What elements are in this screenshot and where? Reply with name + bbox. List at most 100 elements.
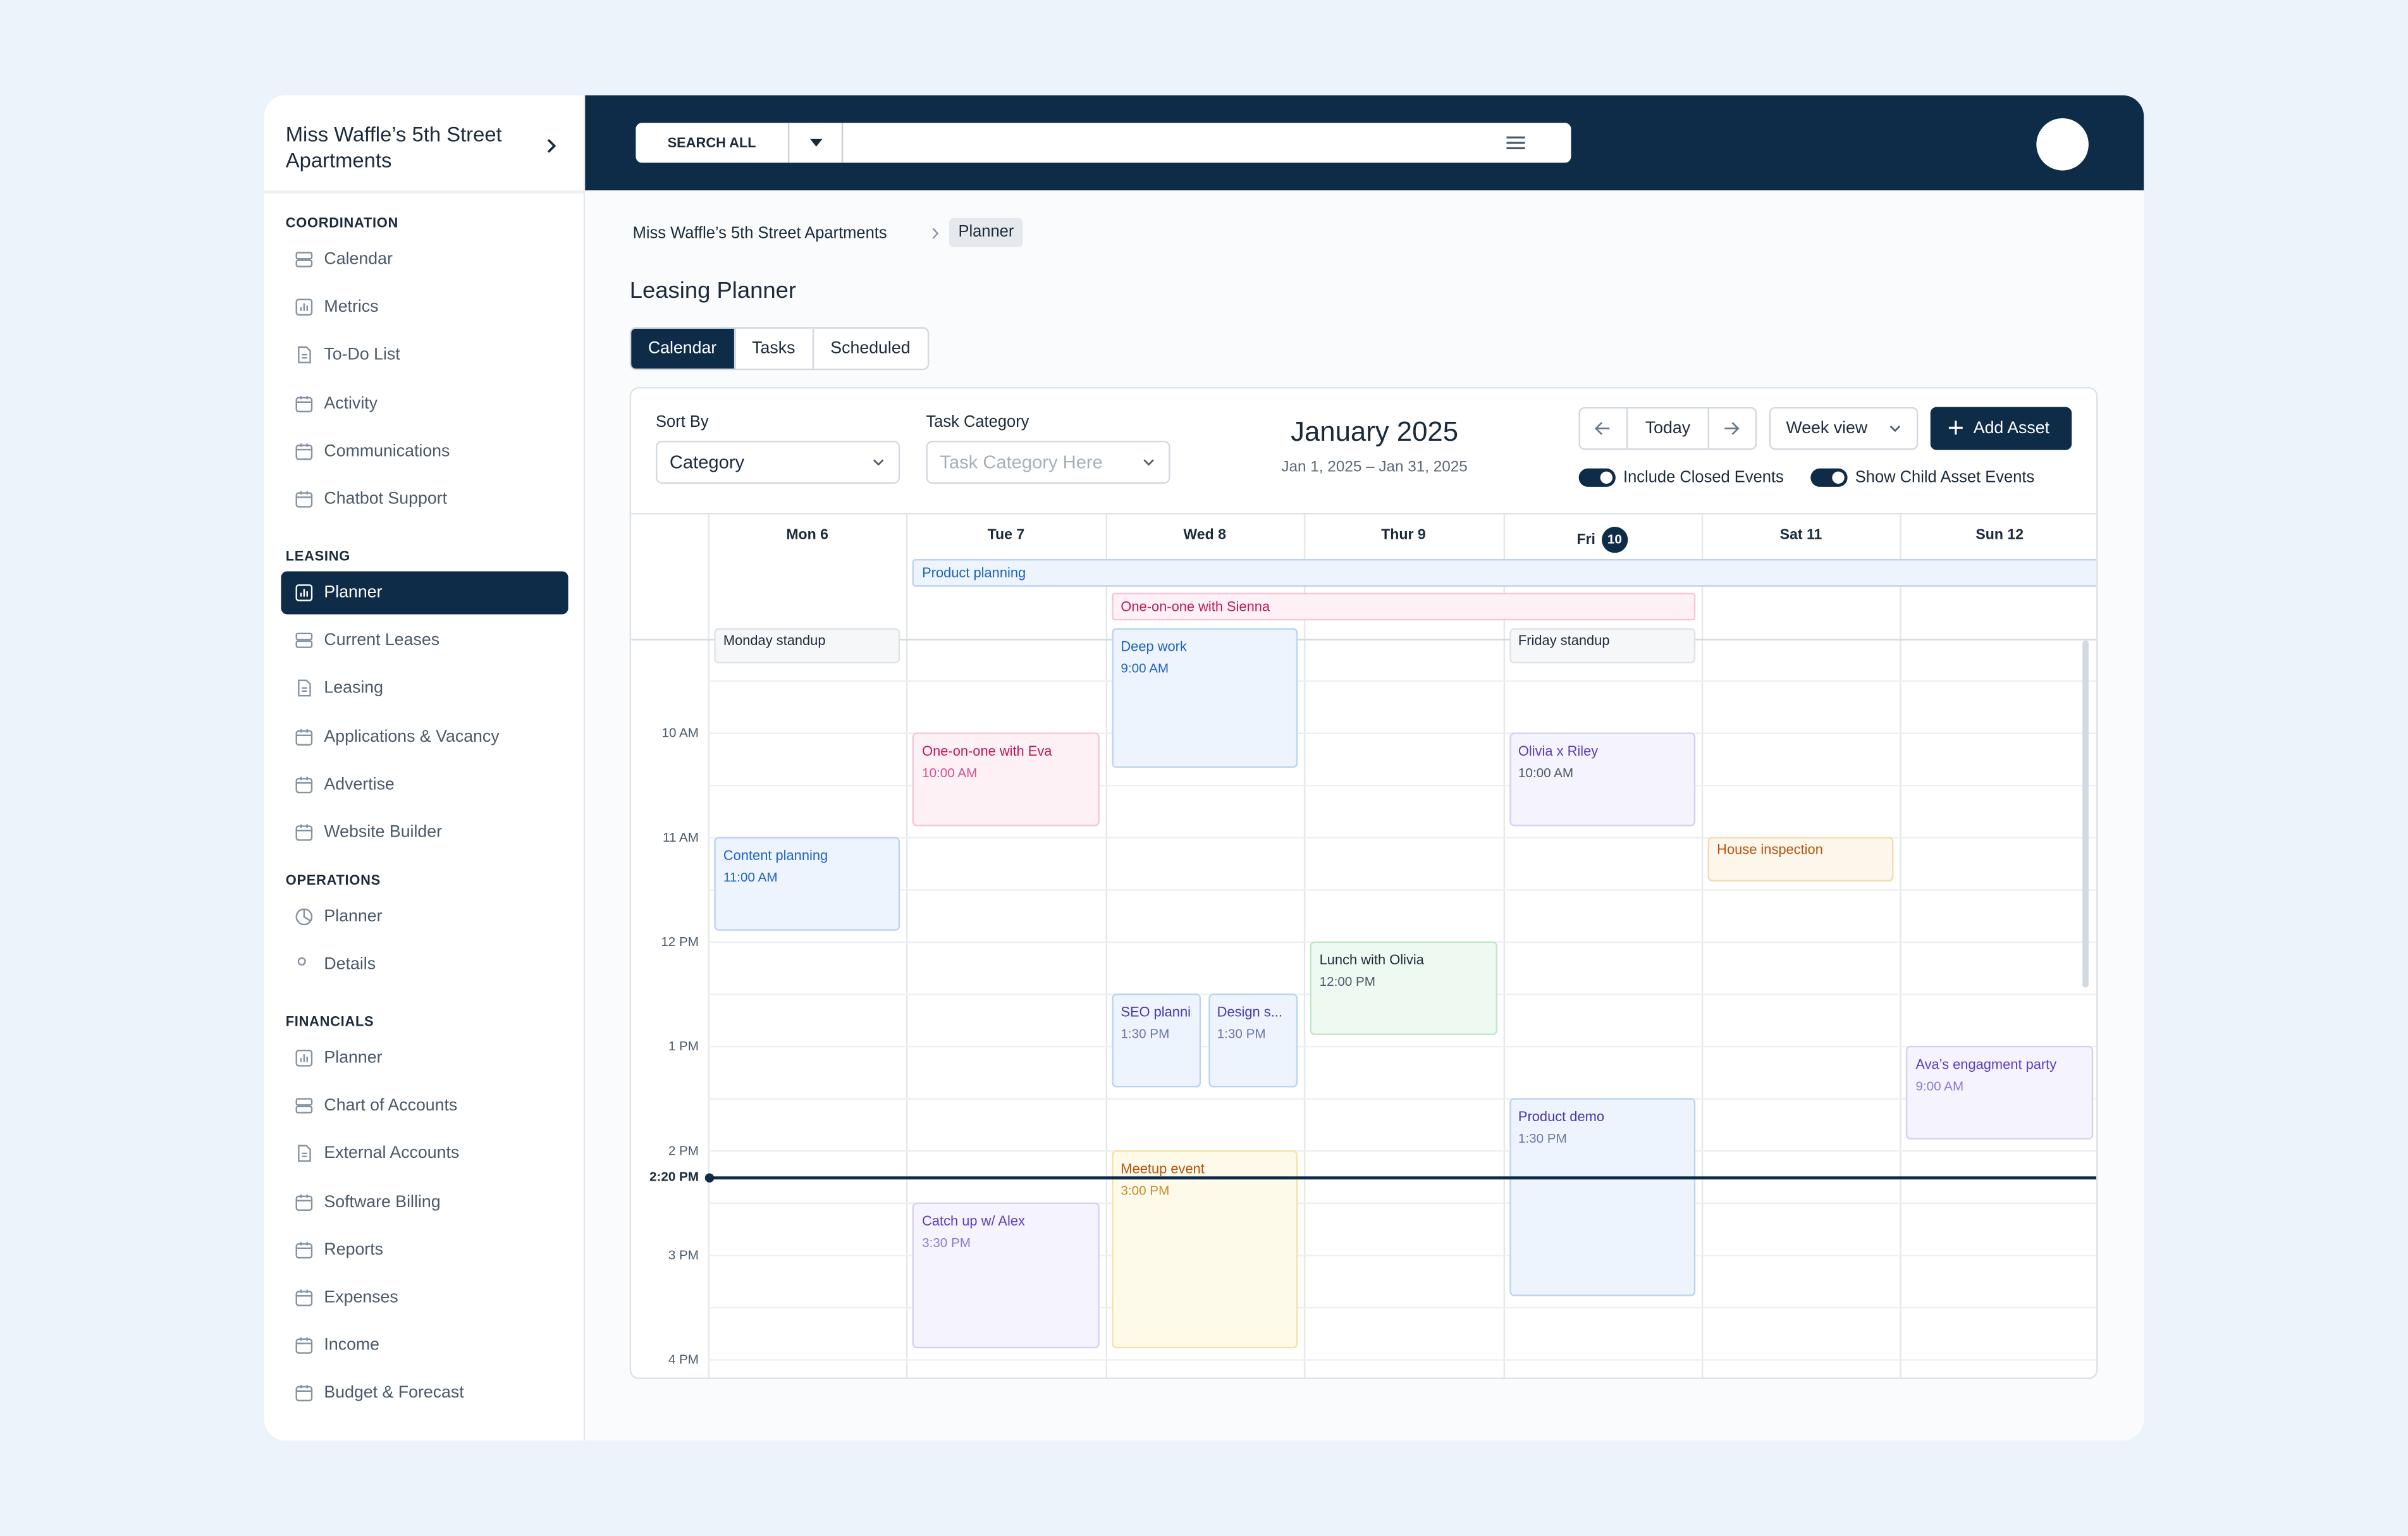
chevron-right-icon [932, 228, 939, 239]
show-child-label: Show Child Asset Events [1855, 468, 2035, 487]
day-number: 11 [1806, 527, 1822, 544]
hour-gridline [708, 837, 2097, 839]
day-header[interactable]: Wed 8 [1105, 527, 1304, 544]
sidebar-item-website-builder[interactable]: Website Builder [281, 811, 568, 854]
sidebar-item-activity[interactable]: Activity [281, 382, 568, 425]
sidebar-item-planner[interactable]: Planner [281, 571, 568, 615]
calendar-event[interactable]: Catch up w/ Alex 3:30 PM [912, 1203, 1100, 1349]
sidebar-item-label: Communications [324, 441, 450, 461]
day-header[interactable]: Tue 7 [907, 527, 1105, 544]
sidebar-item-reports[interactable]: Reports [281, 1228, 568, 1271]
sidebar-item-software-billing[interactable]: Software Billing [281, 1181, 568, 1224]
sidebar-item-metrics[interactable]: Metrics [281, 286, 568, 329]
sidebar-item-advertise[interactable]: Advertise [281, 763, 568, 806]
sidebar-item-details[interactable]: Details [281, 943, 568, 986]
day-name: Thur [1381, 527, 1414, 544]
sidebar-item-applications-vacancy[interactable]: Applications & Vacancy [281, 715, 568, 758]
day-name: Fri [1576, 531, 1595, 549]
calendar-event[interactable]: Ava’s engagment party 9:00 AM [1906, 1046, 2093, 1140]
task-category-label: Task Category [926, 413, 1029, 432]
tab-scheduled[interactable]: Scheduled [830, 339, 911, 358]
page-title: Leasing Planner [629, 278, 797, 304]
calendar-icon [295, 443, 313, 460]
calendar-event[interactable]: Content planning 11:00 AM [714, 837, 901, 931]
add-asset-button[interactable]: Add Asset [1930, 407, 2072, 450]
sidebar-item-label: External Accounts [324, 1145, 460, 1164]
sidebar-item-label: Reports [324, 1240, 384, 1259]
sidebar-item-to-do-list[interactable]: To-Do List [281, 334, 568, 377]
calendar-event[interactable]: One-on-one with Eva 10:00 AM [912, 732, 1100, 827]
avatar[interactable] [2036, 118, 2089, 171]
sidebar-item-calendar[interactable]: Calendar [281, 238, 568, 281]
hour-gridline [708, 785, 2097, 787]
calendar-event[interactable]: SEO planning 1:30 PM [1111, 993, 1202, 1088]
allday-event[interactable]: One-on-one with Sienna [1111, 593, 1696, 621]
sidebar-item-current-leases[interactable]: Current Leases [281, 619, 568, 662]
time-label: 2 PM [668, 1143, 699, 1158]
sidebar-item-communications[interactable]: Communications [281, 430, 568, 473]
allday-event[interactable]: Product planning [912, 559, 2097, 587]
task-category-select[interactable]: Task Category Here [926, 441, 1170, 484]
today-button[interactable]: Today [1626, 409, 1710, 449]
menu-icon[interactable] [1505, 133, 1526, 152]
view-select[interactable]: Week view [1769, 407, 1919, 450]
grid-scrollbar[interactable] [2082, 640, 2089, 988]
sidebar-item-income[interactable]: Income [281, 1324, 568, 1367]
search-input[interactable] [844, 123, 1490, 163]
tab-calendar[interactable]: Calendar [631, 328, 735, 369]
time-label: 1 PM [668, 1038, 699, 1054]
sidebar-item-planner[interactable]: Planner [281, 895, 568, 938]
bar-chart-icon [295, 1049, 313, 1067]
day-header[interactable]: Mon 6 [708, 527, 907, 544]
tab-tasks[interactable]: Tasks [735, 328, 814, 369]
day-name: Tue [987, 527, 1012, 544]
sidebar-item-expenses[interactable]: Expenses [281, 1276, 568, 1319]
calendar-event[interactable]: Monday standup [714, 628, 901, 663]
breadcrumb-current: Planner [949, 218, 1023, 248]
show-child-toggle[interactable] [1810, 468, 1848, 487]
day-number: 9 [1417, 527, 1426, 544]
day-header[interactable]: Sat 11 [1702, 527, 1900, 544]
calendar-event[interactable]: Friday standup [1509, 628, 1696, 663]
next-button[interactable] [1709, 409, 1755, 448]
document-icon [298, 1145, 311, 1163]
sidebar-item-external-accounts[interactable]: External Accounts [281, 1133, 568, 1176]
calendar-event[interactable]: Olivia x Riley 10:00 AM [1509, 732, 1696, 827]
day-number: 8 [1218, 527, 1227, 544]
search-scope-button[interactable]: SEARCH ALL [636, 123, 790, 163]
day-header[interactable]: Sun 12 [1900, 527, 2096, 544]
sort-by-select[interactable]: Category [656, 441, 900, 484]
sidebar-item-leasing[interactable]: Leasing [281, 667, 568, 710]
day-header[interactable]: Thur 9 [1304, 527, 1502, 544]
date-range: Jan 1, 2025 – Jan 31, 2025 [1281, 459, 1468, 476]
sidebar-item-chart-of-accounts[interactable]: Chart of Accounts [281, 1084, 568, 1127]
calendar-event[interactable]: Deep work 9:00 AM [1111, 628, 1298, 768]
calendar-event[interactable]: Product demo 1:30 PM [1509, 1098, 1696, 1297]
event-time: 3:30 PM [922, 1235, 971, 1251]
day-header[interactable]: Fri 10 [1503, 527, 1702, 553]
calendar-event[interactable]: Lunch with Olivia 12:00 PM [1310, 942, 1497, 1036]
org-name: Miss Waffle’s 5th Street Apartments [285, 123, 502, 173]
org-switcher[interactable]: Miss Waffle’s 5th Street Apartments [264, 95, 586, 194]
day-name: Sat [1779, 527, 1803, 544]
sidebar-item-label: Leasing [324, 679, 384, 698]
calendar-event[interactable]: Meetup event 3:00 PM [1111, 1150, 1298, 1349]
day-column-divider [1701, 514, 1704, 1378]
calendar-event[interactable]: House inspection [1707, 837, 1895, 882]
include-closed-toggle[interactable] [1578, 468, 1616, 487]
event-title: Catch up w/ Alex [922, 1213, 1025, 1229]
hour-gridline [708, 732, 2097, 735]
add-asset-label: Add Asset [1973, 419, 2050, 438]
day-number: 7 [1016, 527, 1025, 544]
prev-button[interactable] [1580, 409, 1626, 448]
chevron-down-icon [1143, 459, 1154, 466]
time-label: 3 PM [668, 1247, 699, 1263]
calendar-event[interactable]: Design s... 1:30 PM [1208, 993, 1298, 1088]
sidebar-item-planner[interactable]: Planner [281, 1036, 568, 1079]
date-navigator: Today [1578, 407, 1757, 450]
sidebar-item-budget-forecast[interactable]: Budget & Forecast [281, 1372, 568, 1415]
sidebar-item-chatbot-support[interactable]: Chatbot Support [281, 477, 568, 520]
search-scope-dropdown[interactable] [789, 123, 844, 163]
breadcrumb-org[interactable]: Miss Waffle’s 5th Street Apartments [632, 224, 887, 243]
event-title: Deep work [1121, 639, 1187, 655]
